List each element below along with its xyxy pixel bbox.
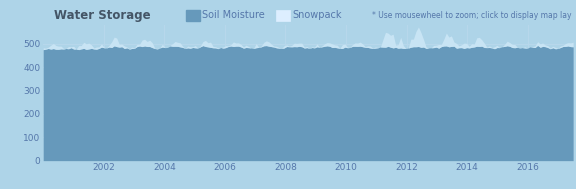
Text: Water Storage: Water Storage: [54, 9, 150, 22]
Text: * Use mousewheel to zoom; click to display map lay: * Use mousewheel to zoom; click to displ…: [372, 11, 571, 20]
Text: Soil Moisture: Soil Moisture: [202, 10, 265, 20]
Text: Snowpack: Snowpack: [292, 10, 342, 20]
Bar: [186, 10, 199, 21]
Bar: [276, 10, 290, 21]
